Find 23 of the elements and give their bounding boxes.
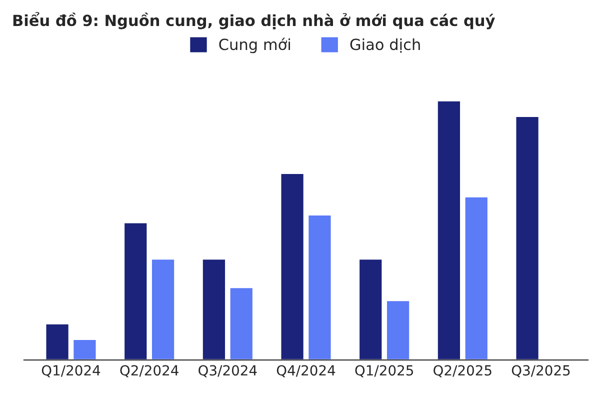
x-tick-label: Q3/2024 xyxy=(198,365,257,378)
bar xyxy=(202,258,226,360)
bar xyxy=(386,300,410,360)
bar xyxy=(307,214,332,360)
x-tick-label: Q4/2024 xyxy=(276,365,336,378)
chart-title: Biểu đồ 9: Nguồn cung, giao dịch nhà ở mới qua các quý xyxy=(13,12,495,30)
bar xyxy=(72,338,98,360)
x-tick-label: Q1/2024 xyxy=(42,365,100,378)
x-tick-label: Q1/2025 xyxy=(355,365,414,378)
bar xyxy=(358,258,384,360)
bar xyxy=(280,172,305,360)
legend-label: Giao dịch xyxy=(350,38,420,53)
x-tick-label: Q3/2025 xyxy=(512,365,570,378)
bar xyxy=(44,323,70,360)
bar xyxy=(514,116,540,360)
bar xyxy=(464,196,489,360)
bar xyxy=(150,258,176,360)
bar xyxy=(228,286,254,360)
legend-label: Cung mới xyxy=(219,38,290,54)
x-tick-label: Q2/2024 xyxy=(120,365,178,378)
bar xyxy=(123,222,148,360)
bar xyxy=(436,100,462,360)
x-tick-label: Q2/2025 xyxy=(434,365,492,378)
